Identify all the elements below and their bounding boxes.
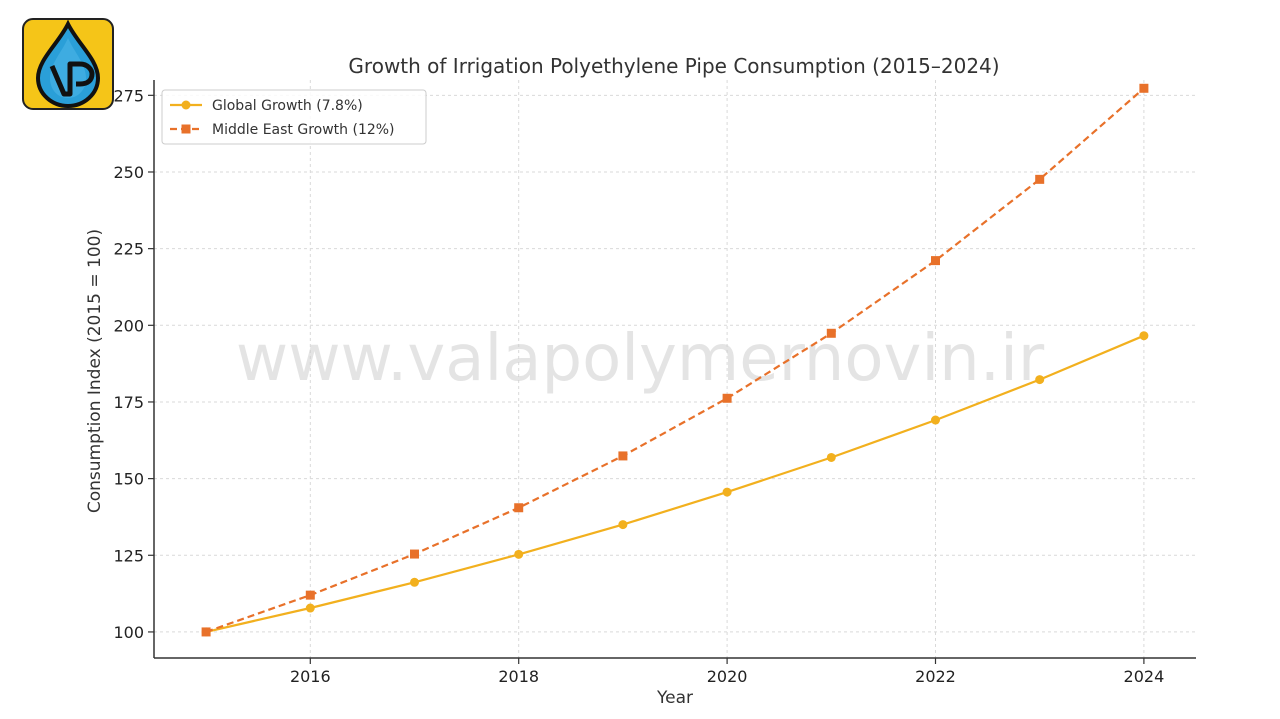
legend-marker xyxy=(181,100,191,110)
data-point xyxy=(931,415,940,425)
data-point xyxy=(1035,174,1045,184)
grid xyxy=(154,80,1196,658)
y-tick-label: 250 xyxy=(113,163,144,182)
data-point xyxy=(1139,331,1149,341)
data-point xyxy=(201,627,211,637)
tick-labels: 100 125 150 175 200 225 250 275 2016 2018 2020 2022… xyxy=(113,86,1164,686)
series-line xyxy=(205,87,1145,633)
x-tick-label: 2020 xyxy=(707,667,748,686)
data-point xyxy=(410,549,419,559)
y-tick-label: 275 xyxy=(113,86,144,105)
data-point xyxy=(826,328,836,338)
data-point xyxy=(826,452,836,462)
x-tick-label: 2016 xyxy=(290,667,331,686)
series-global-growth xyxy=(201,331,1149,637)
logo-icon xyxy=(22,18,114,110)
watermark-text: www.valapolymernovin.ir xyxy=(236,322,1045,396)
y-tick-label: 200 xyxy=(113,316,144,335)
x-tick-label: 2024 xyxy=(1124,667,1165,686)
y-tick-label: 125 xyxy=(113,546,144,565)
data-point xyxy=(1035,375,1045,385)
legend-label: Middle East Growth (12%) xyxy=(212,122,395,138)
data-point xyxy=(618,451,628,461)
data-point xyxy=(410,577,419,587)
brand-logo xyxy=(22,18,114,110)
data-point xyxy=(618,520,628,530)
legend-item: Global Growth (7.8%) xyxy=(170,98,363,114)
data-point xyxy=(305,603,315,613)
x-axis-label: Year xyxy=(656,688,693,708)
y-axis-label: Consumption Index (2015 = 100) xyxy=(85,229,105,513)
series-middle-east-growth xyxy=(201,83,1149,637)
series-lines xyxy=(201,83,1149,637)
data-point xyxy=(514,503,524,513)
data-point xyxy=(931,256,940,266)
legend: Global Growth (7.8%) Middle East Growth (… xyxy=(161,89,427,145)
legend-box xyxy=(161,89,427,145)
data-point xyxy=(722,487,732,497)
legend-label: Global Growth (7.8%) xyxy=(212,98,363,114)
x-tick-label: 2018 xyxy=(498,667,539,686)
y-tick-label: 150 xyxy=(113,470,144,489)
y-tick-label: 100 xyxy=(113,623,144,642)
legend-item: Middle East Growth (12%) xyxy=(170,122,395,138)
chart-title: Growth of Irrigation Polyethylene Pipe C… xyxy=(348,54,999,78)
axes xyxy=(153,80,1196,659)
data-point xyxy=(305,590,315,600)
data-point xyxy=(1139,83,1149,93)
watermark: www.valapolymernovin.ir xyxy=(236,322,1045,396)
y-tick-label: 175 xyxy=(113,393,144,412)
y-tick-label: 225 xyxy=(113,240,144,259)
series-line xyxy=(205,334,1145,633)
x-tick-label: 2022 xyxy=(915,667,956,686)
data-point xyxy=(514,549,524,559)
data-point xyxy=(722,393,732,403)
legend-marker xyxy=(181,124,191,134)
